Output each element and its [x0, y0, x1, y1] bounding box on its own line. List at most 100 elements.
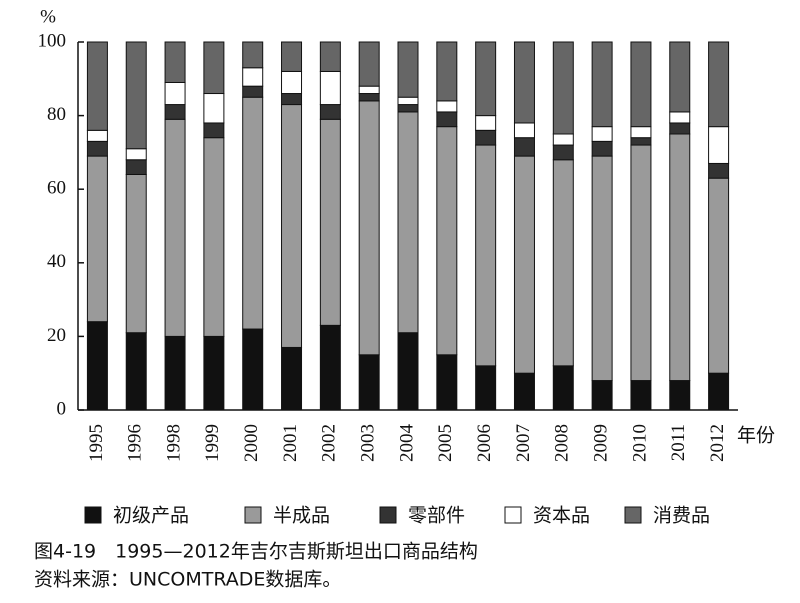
bar-segment: [669, 380, 691, 411]
legend-swatch: [84, 506, 102, 524]
bar-segment: [630, 137, 652, 146]
bar-segment: [86, 321, 108, 411]
bar-segment: [591, 126, 613, 142]
bar-segment: [591, 140, 613, 157]
bar-segment: [708, 162, 730, 179]
bar-segment: [475, 129, 497, 146]
x-tick-label: 2008: [552, 424, 573, 462]
bar-segment: [708, 177, 730, 374]
bar-segment: [319, 324, 341, 411]
bar-segment: [436, 354, 458, 411]
x-tick-label: 2006: [474, 424, 495, 462]
bar-segment: [358, 93, 380, 102]
bar-segment: [281, 70, 303, 95]
bar-segment: [552, 159, 574, 367]
bar-segment: [358, 85, 380, 95]
bar-segment: [630, 126, 652, 139]
bar-segment: [203, 93, 225, 124]
bar-segment: [669, 122, 691, 135]
bar-segment: [164, 104, 186, 120]
x-tick-label: 2010: [629, 424, 650, 462]
x-tick-label: 2005: [435, 424, 456, 462]
bar-segment: [630, 144, 652, 382]
bar-segment: [669, 133, 691, 382]
bar-segment: [397, 96, 419, 106]
legend-swatch: [504, 506, 522, 524]
x-tick-label: 2004: [396, 424, 417, 463]
bar-segment: [708, 41, 730, 128]
bar-segment: [436, 126, 458, 356]
bar-segment: [708, 372, 730, 411]
bar-segment: [125, 41, 147, 150]
bar-segment: [513, 155, 535, 374]
bar-segment: [669, 111, 691, 124]
x-tick-label: 2007: [513, 424, 534, 462]
bar-segment: [475, 144, 497, 367]
bar-segment: [436, 100, 458, 113]
y-tick-label: 40: [47, 251, 66, 272]
bar-segment: [125, 332, 147, 411]
bar-segment: [397, 104, 419, 113]
bar-segment: [475, 41, 497, 117]
bar-segment: [281, 41, 303, 72]
x-tick-label: 2011: [668, 424, 689, 461]
bar-segment: [86, 140, 108, 157]
bar-segment: [203, 137, 225, 337]
x-tick-label: 1999: [202, 424, 223, 462]
y-tick-label: 60: [47, 178, 66, 199]
y-tick-label: 0: [57, 398, 67, 419]
bar-segment: [242, 85, 264, 98]
bar-segment: [591, 380, 613, 411]
bar-segment: [552, 133, 574, 146]
bar-segment: [397, 111, 419, 334]
bar-segment: [203, 122, 225, 139]
x-tick-label: 1995: [86, 424, 107, 462]
bar-segment: [591, 155, 613, 382]
bar-segment: [513, 137, 535, 157]
x-tick-label: 2003: [358, 424, 379, 462]
bar-segment: [552, 41, 574, 135]
bar-segment: [319, 104, 341, 120]
bar-segment: [125, 173, 147, 334]
legend-label: 半成品: [273, 505, 330, 527]
bar-segment: [242, 96, 264, 330]
bar-segment: [86, 155, 108, 323]
bar-segment: [475, 365, 497, 411]
x-axis-label: 年份: [737, 425, 775, 447]
legend-swatch: [379, 506, 397, 524]
bar-segment: [552, 144, 574, 161]
bar-segment: [708, 126, 730, 164]
legend-label: 零部件: [408, 505, 465, 527]
bar-segment: [630, 41, 652, 128]
bar-segment: [164, 41, 186, 83]
legend-swatch: [624, 506, 642, 524]
bar-segment: [281, 346, 303, 411]
x-tick-label: 1996: [125, 424, 146, 462]
x-tick-label: 2001: [280, 424, 301, 462]
bar-segment: [319, 70, 341, 106]
bar-segment: [164, 335, 186, 411]
bar-segment: [591, 41, 613, 128]
bar-segment: [630, 380, 652, 411]
legend-label: 消费品: [653, 505, 710, 527]
bar-segment: [513, 122, 535, 139]
y-tick-label: 100: [38, 30, 67, 51]
bar-segment: [358, 100, 380, 356]
bar-segment: [164, 118, 186, 337]
x-tick-label: 2002: [319, 424, 340, 462]
bar-segment: [436, 111, 458, 128]
bar-segment: [281, 104, 303, 348]
bar-segment: [475, 115, 497, 131]
bar-segment: [513, 372, 535, 411]
bar-segment: [358, 41, 380, 87]
bar-segment: [281, 93, 303, 106]
y-tick-label: 20: [47, 325, 66, 346]
bar-segment: [164, 81, 186, 106]
x-tick-label: 2012: [707, 424, 728, 462]
source: 资料来源：UNCOMTRADE数据库。: [34, 569, 341, 591]
bar-segment: [125, 148, 147, 161]
bar-segment: [397, 41, 419, 98]
bar-segment: [203, 41, 225, 95]
x-tick-label: 2009: [590, 424, 611, 462]
